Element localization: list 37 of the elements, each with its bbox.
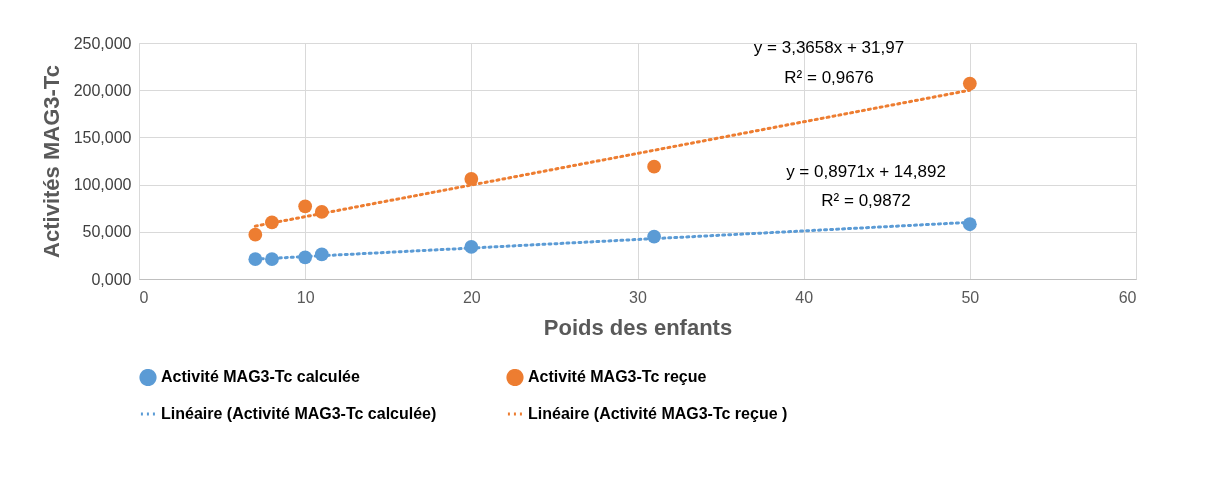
point [314, 205, 329, 219]
point [962, 76, 977, 91]
annotation: R² = 0,9872 [821, 191, 911, 210]
y-axis-title: Activités MAG3-Tc [38, 65, 64, 258]
point [248, 227, 263, 242]
y-tick-label: 200,000 [73, 81, 132, 99]
point [248, 252, 263, 267]
point [647, 229, 662, 244]
legend-label: Activité MAG3-Tc calculée [161, 368, 360, 386]
x-axis-title: Poids des enfants [543, 314, 733, 340]
annotation: R² = 0,9676 [784, 68, 874, 87]
point [464, 172, 479, 186]
legend-label: Linéaire (Activité MAG3-Tc calculée) [161, 405, 437, 422]
point [647, 159, 662, 174]
y-tick-label: 0,000 [91, 270, 132, 288]
legend-label: Activité MAG3-Tc reçue [528, 368, 707, 386]
point [464, 240, 479, 254]
x-tick-label: 40 [795, 288, 814, 306]
y-tick-label: 100,000 [73, 176, 132, 194]
y-tick-label: 250,000 [73, 34, 132, 52]
point [314, 247, 329, 262]
x-tick-label: 50 [961, 288, 980, 306]
y-tick-label: 50,000 [82, 223, 132, 241]
point [265, 252, 279, 267]
legend-label: Linéaire (Activité MAG3-Tc reçue ) [528, 405, 788, 422]
y-tick-label: 150,000 [73, 128, 132, 146]
point [962, 217, 977, 232]
annotation: y = 3,3658x + 31,97 [753, 38, 905, 57]
x-tick-label: 10 [296, 288, 315, 306]
x-tick-label: 0 [139, 288, 149, 306]
annotation: y = 0,8971x + 14,892 [786, 162, 946, 181]
point [298, 199, 313, 214]
x-tick-label: 20 [462, 288, 481, 306]
point [298, 250, 313, 265]
point [265, 215, 279, 230]
x-tick-label: 60 [1118, 288, 1137, 306]
x-tick-label: 30 [629, 288, 647, 306]
